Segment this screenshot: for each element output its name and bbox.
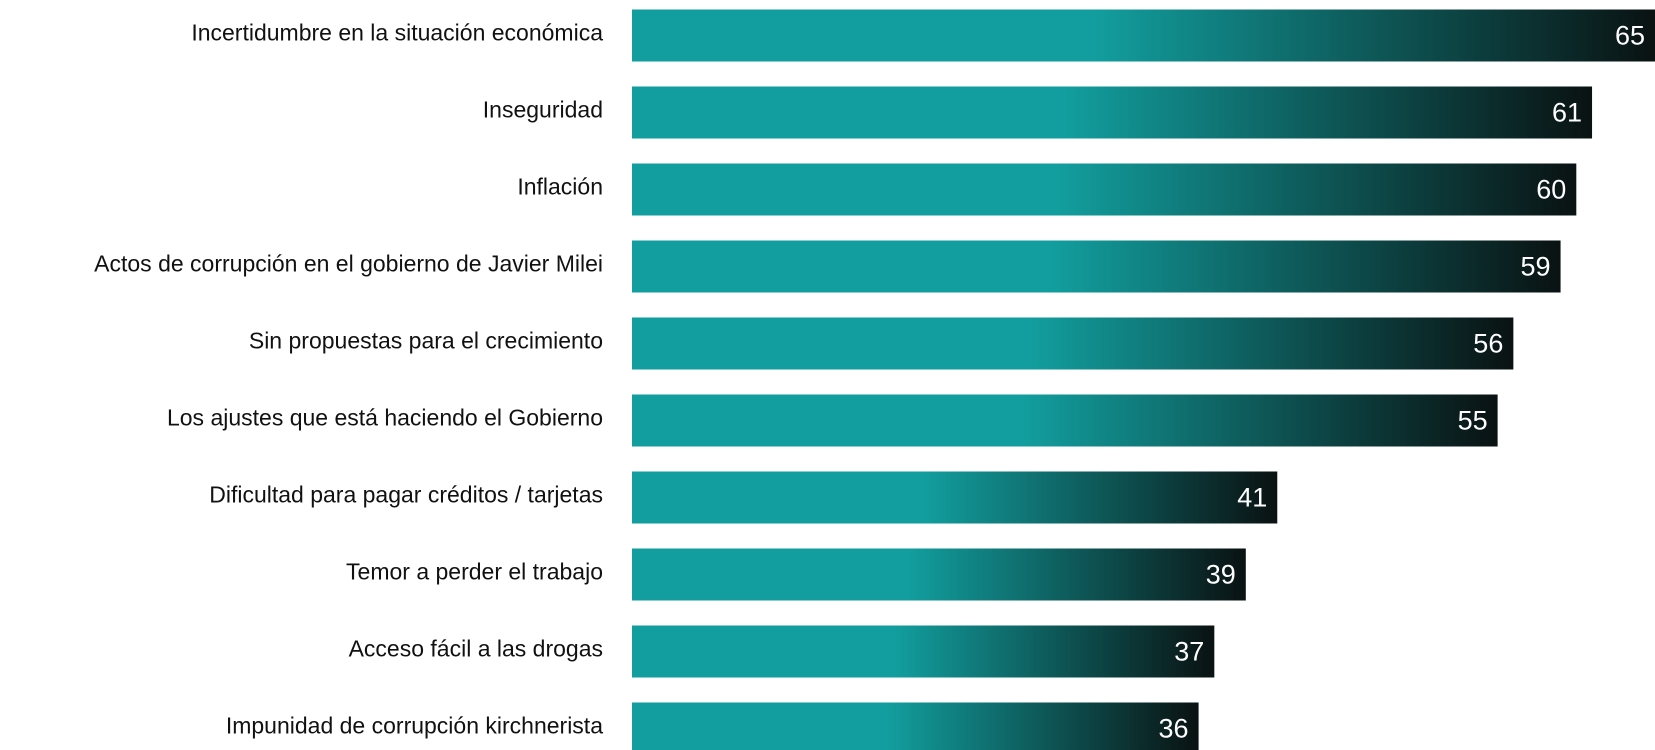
bar [632,163,1577,216]
bar [632,625,1215,678]
bar [632,394,1498,447]
category-label: Los ajustes que está haciendo el Gobiern… [167,405,603,431]
value-label: 65 [1615,21,1645,51]
category-label: Sin propuestas para el crecimiento [249,328,603,354]
value-label: 37 [1174,637,1204,667]
category-label: Incertidumbre en la situación económica [191,20,603,46]
value-label: 36 [1159,714,1189,744]
category-label: Inseguridad [483,97,603,123]
category-label: Inflación [517,174,603,200]
value-label: 41 [1237,483,1267,513]
category-label: Acceso fácil a las drogas [349,636,603,662]
bar [632,471,1278,524]
bar [632,9,1655,62]
bar [632,240,1561,293]
value-label: 55 [1458,406,1488,436]
category-label: Impunidad de corrupción kirchnerista [226,713,603,739]
value-label: 56 [1473,329,1503,359]
value-label: 61 [1552,98,1582,128]
value-label: 60 [1536,175,1566,205]
category-label: Dificultad para pagar créditos / tarjeta… [209,482,603,508]
bar [632,702,1199,750]
category-label: Actos de corrupción en el gobierno de Ja… [94,251,603,277]
value-label: 39 [1206,560,1236,590]
bar [632,317,1514,370]
category-label: Temor a perder el trabajo [346,559,603,585]
bar [632,548,1246,601]
value-label: 59 [1521,252,1551,282]
bar [632,86,1593,139]
